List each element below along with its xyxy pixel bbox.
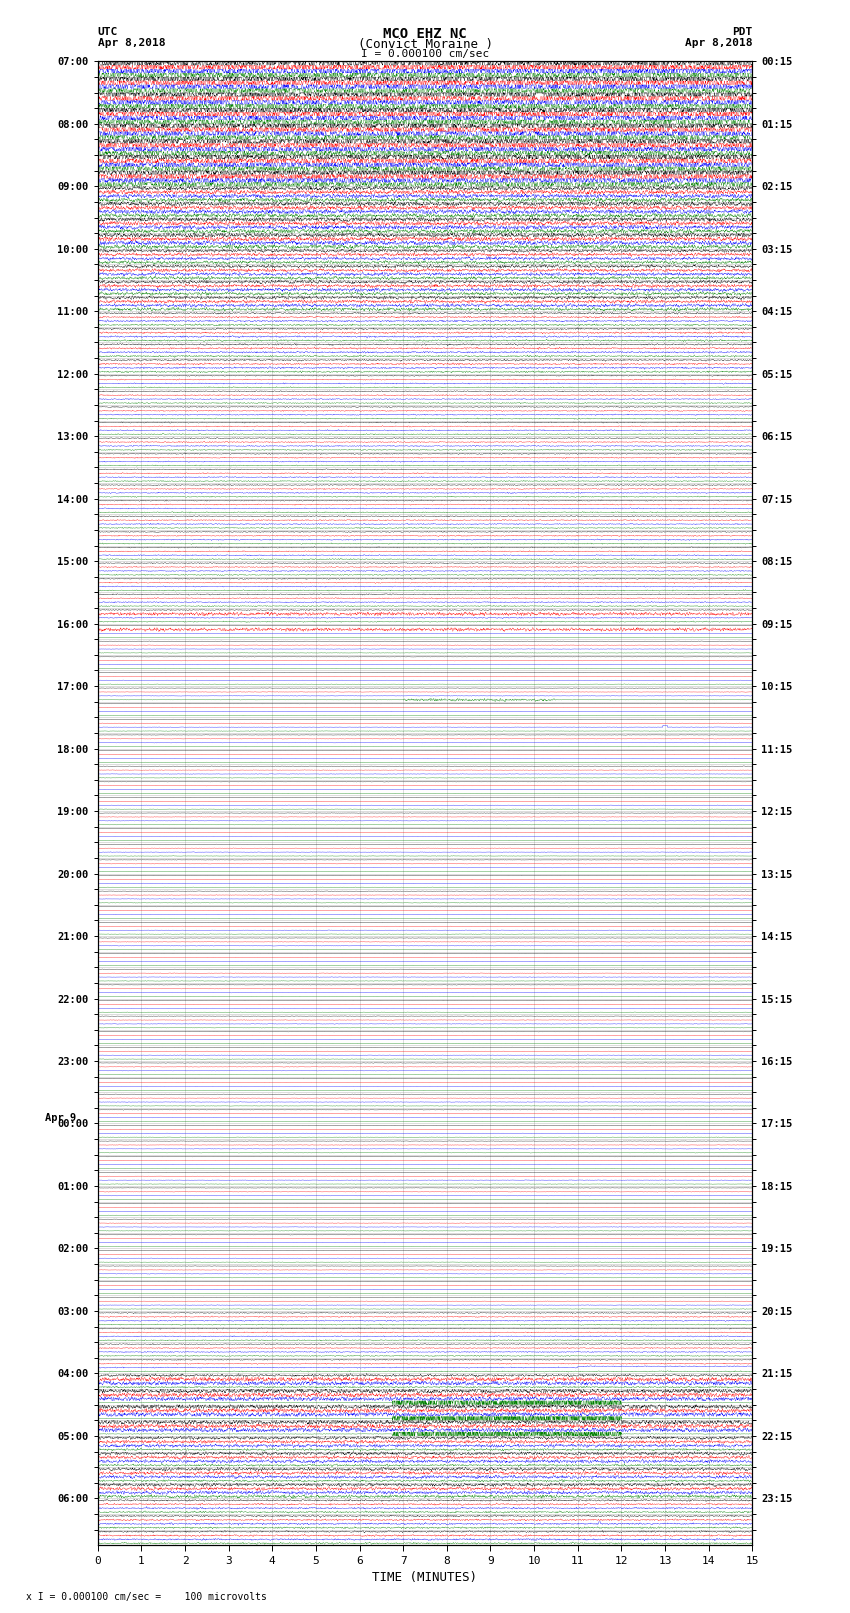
Text: Apr 8,2018: Apr 8,2018	[98, 37, 165, 48]
Text: (Convict Moraine ): (Convict Moraine )	[358, 37, 492, 52]
Text: Apr 9: Apr 9	[45, 1113, 76, 1124]
Text: MCO EHZ NC: MCO EHZ NC	[383, 26, 467, 40]
Text: PDT: PDT	[732, 26, 752, 37]
Text: Apr 8,2018: Apr 8,2018	[685, 37, 752, 48]
Text: x I = 0.000100 cm/sec =    100 microvolts: x I = 0.000100 cm/sec = 100 microvolts	[26, 1592, 266, 1602]
Text: UTC: UTC	[98, 26, 118, 37]
X-axis label: TIME (MINUTES): TIME (MINUTES)	[372, 1571, 478, 1584]
Text: I = 0.000100 cm/sec: I = 0.000100 cm/sec	[361, 50, 489, 60]
